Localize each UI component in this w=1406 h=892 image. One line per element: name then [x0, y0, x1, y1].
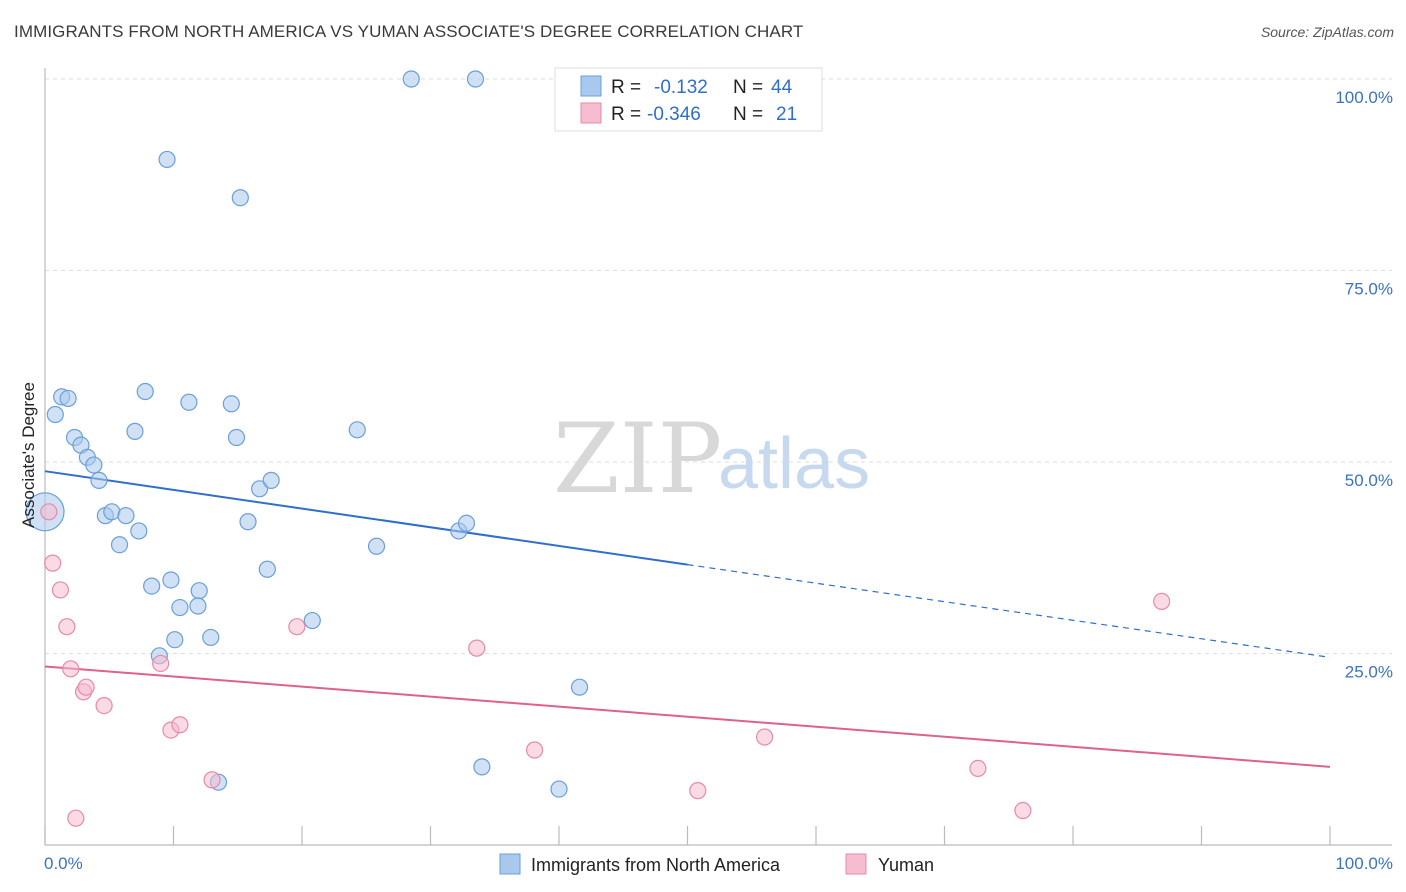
point-pink-17 — [969, 759, 987, 778]
point-pink-15 — [689, 782, 707, 800]
point-blue-8 — [222, 395, 240, 413]
point-pink-14 — [525, 741, 544, 759]
point-blue-25 — [239, 513, 257, 531]
point-blue-19 — [262, 471, 280, 489]
point-blue-5 — [59, 389, 77, 408]
y-tick-label-25: 25.0% — [1345, 663, 1393, 682]
point-pink-4 — [62, 660, 80, 678]
watermark: ZIP atlas — [553, 403, 870, 515]
trend-line-pink — [44, 665, 1331, 768]
point-pink-6 — [77, 678, 95, 696]
y-tick-label-75: 75.0% — [1345, 280, 1393, 299]
point-pink-13 — [468, 639, 486, 657]
trend-line-blue-dashed — [687, 564, 1331, 658]
labels-layer: 25.0% 50.0% 75.0% 100.0% 0.0% 100.0% Associate… — [19, 88, 1393, 873]
point-blue-34 — [171, 598, 189, 617]
point-pink-19 — [1153, 592, 1171, 611]
point-blue-35 — [189, 597, 207, 615]
legend-n-label-1: N = — [733, 77, 763, 98]
point-blue-1 — [466, 70, 485, 88]
watermark-atlas: atlas — [718, 424, 870, 504]
legend-r-value-2: -0.346 — [647, 104, 701, 125]
point-blue-2 — [158, 150, 176, 169]
grid-layer — [45, 78, 1392, 654]
trend-layer — [44, 470, 1331, 768]
chart-title: IMMIGRANTS FROM NORTH AMERICA VS YUMAN A… — [14, 22, 804, 41]
legend-r-label-1: R = — [611, 77, 641, 98]
point-blue-29 — [457, 514, 476, 532]
y-tick-label-100: 100.0% — [1335, 88, 1393, 107]
point-pink-0 — [40, 503, 58, 521]
point-blue-13 — [227, 428, 246, 447]
legend-r-value-1: -0.132 — [654, 77, 708, 98]
point-blue-24 — [130, 522, 148, 540]
top-legend: R = -0.132 N = 44 R = -0.346 N = 21 — [554, 67, 823, 132]
point-blue-27 — [367, 537, 386, 555]
point-blue-33 — [190, 582, 208, 600]
point-blue-37 — [166, 631, 184, 649]
point-pink-2 — [51, 581, 70, 599]
point-pink-3 — [58, 618, 76, 636]
point-pink-20 — [67, 809, 85, 827]
point-pink-12 — [288, 618, 306, 636]
bottom-legend: Immigrants from North America Yuman — [499, 853, 934, 875]
point-blue-22 — [103, 503, 121, 521]
watermark-zip: ZIP — [553, 403, 722, 515]
point-blue-9 — [46, 405, 64, 424]
point-blue-36 — [303, 611, 321, 630]
points-layer — [25, 70, 1171, 827]
point-pink-8 — [152, 654, 170, 673]
point-blue-0 — [402, 70, 420, 88]
point-blue-32 — [162, 571, 180, 589]
point-pink-1 — [44, 554, 62, 572]
x-tick-label-min: 0.0% — [44, 854, 83, 873]
y-axis-title: Associate's Degree — [19, 382, 38, 528]
point-blue-38 — [202, 628, 220, 647]
point-blue-16 — [85, 456, 103, 474]
point-blue-42 — [550, 780, 568, 798]
bottom-legend-swatch-pink — [845, 853, 867, 875]
point-blue-14 — [348, 421, 366, 439]
point-blue-18 — [250, 480, 269, 498]
point-blue-12 — [126, 422, 144, 440]
axes-layer — [44, 68, 1392, 846]
point-blue-26 — [110, 536, 129, 554]
point-blue-30 — [258, 560, 276, 578]
point-blue-40 — [570, 678, 589, 696]
y-tick-label-50: 50.0% — [1345, 471, 1393, 490]
legend-r-label-2: R = — [611, 104, 641, 125]
point-pink-18 — [1014, 801, 1032, 820]
point-blue-17 — [90, 471, 108, 489]
point-blue-3 — [231, 189, 249, 207]
legend-n-label-2: N = — [733, 104, 763, 125]
point-blue-6 — [136, 382, 154, 401]
legend-swatch-blue — [580, 75, 602, 97]
bottom-legend-swatch-blue — [499, 853, 521, 875]
legend-n-value-2: 21 — [776, 104, 797, 125]
point-pink-16 — [755, 728, 774, 746]
source-label: Source: ZipAtlas.com — [1260, 24, 1394, 40]
point-blue-41 — [473, 758, 491, 776]
point-pink-11 — [203, 771, 221, 789]
point-blue-7 — [180, 393, 198, 411]
bottom-legend-label-1: Immigrants from North America — [531, 855, 781, 875]
trend-line-blue — [44, 470, 688, 566]
x-tick-label-max: 100.0% — [1335, 854, 1393, 873]
point-blue-31 — [143, 577, 161, 595]
point-pink-7 — [95, 696, 113, 715]
point-blue-23 — [117, 507, 135, 525]
point-pink-10 — [171, 716, 189, 734]
legend-swatch-pink — [580, 102, 602, 124]
bottom-legend-label-2: Yuman — [878, 855, 934, 875]
legend-n-value-1: 44 — [771, 77, 793, 98]
